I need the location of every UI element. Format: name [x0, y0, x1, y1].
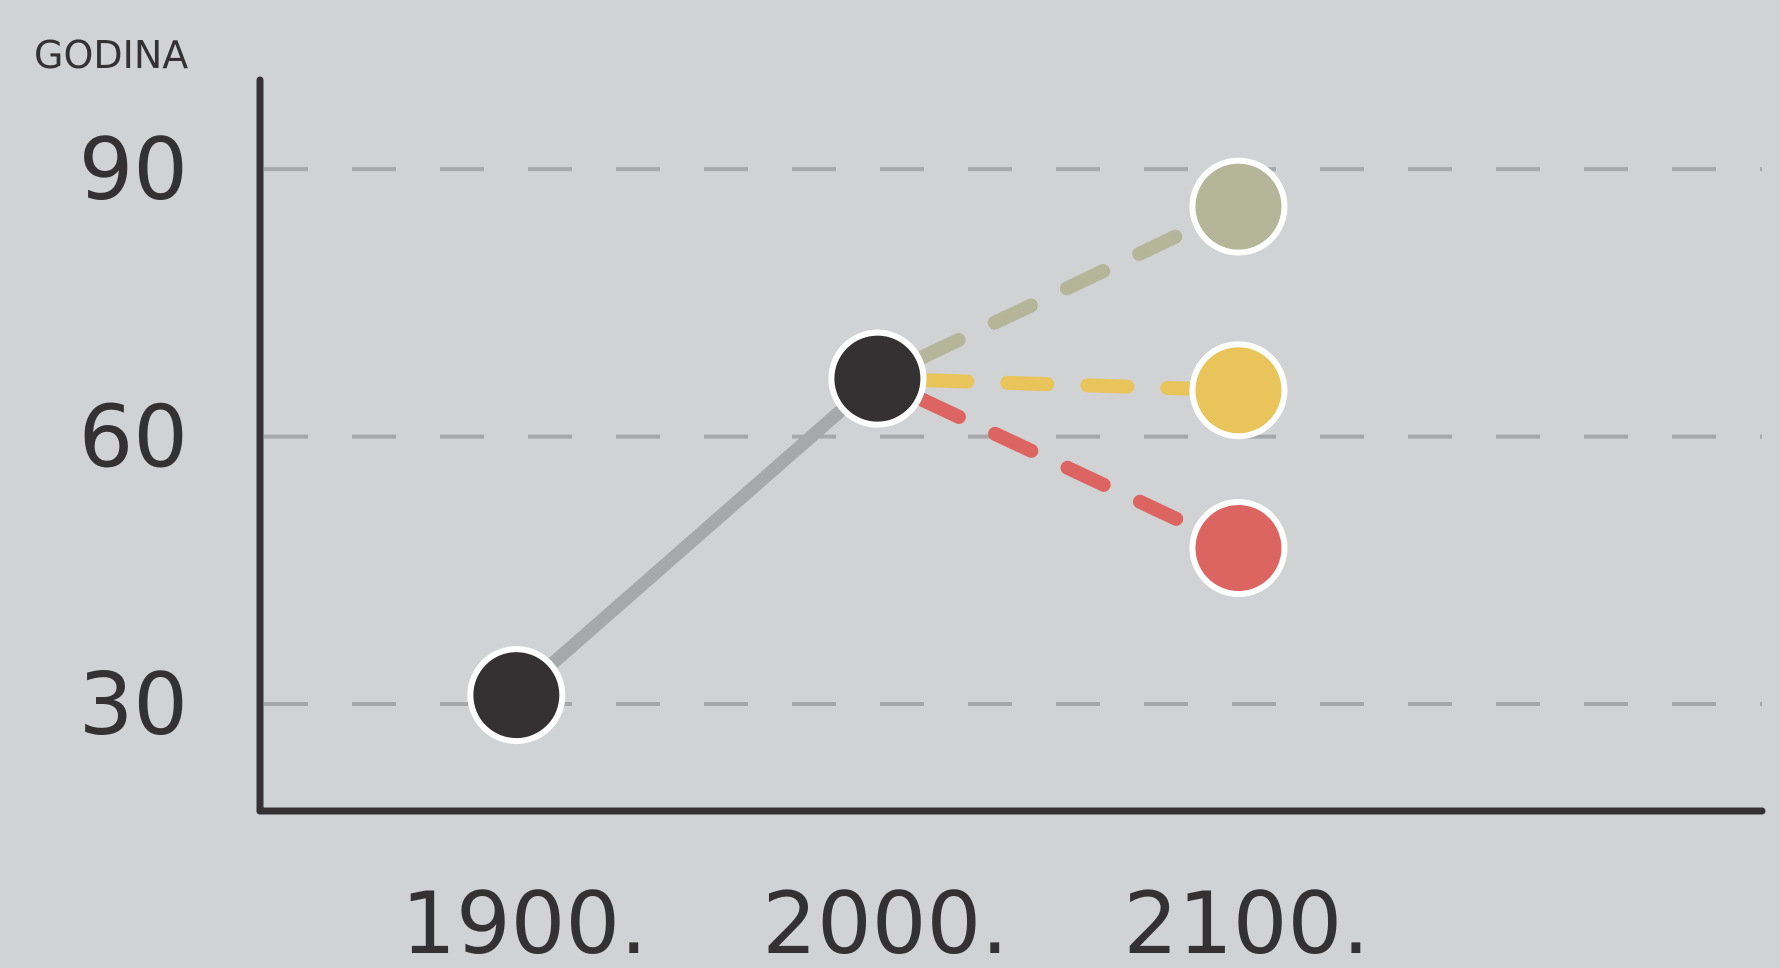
- x-tick-label: 2100.: [1123, 874, 1369, 968]
- historical-point-2000: [828, 329, 927, 428]
- projection-line-3: [870, 371, 1246, 556]
- projection-point-3: [1189, 499, 1288, 598]
- projection-point-2: [1189, 341, 1288, 440]
- axes: [256, 76, 1766, 815]
- x-tick-label: 1900.: [401, 874, 647, 968]
- projection-line-1: [870, 199, 1246, 386]
- y-tick-label: 30: [79, 655, 188, 755]
- y-tick-label: 60: [79, 388, 188, 488]
- x-tick-label: 2000.: [762, 874, 1008, 968]
- grid-lines: [264, 167, 1762, 707]
- tick-labels: 30 60 90 1900. 2000. 2100.: [79, 120, 1370, 968]
- projection-line-2: [870, 371, 1246, 398]
- projection-point-1: [1189, 157, 1288, 256]
- data-points: [467, 157, 1288, 745]
- y-tick-label: 90: [79, 120, 188, 220]
- series-lines: [512, 199, 1246, 700]
- historical-line: [512, 373, 882, 700]
- y-axis-unit-label: GODINA: [34, 33, 188, 77]
- historical-point: [467, 646, 566, 745]
